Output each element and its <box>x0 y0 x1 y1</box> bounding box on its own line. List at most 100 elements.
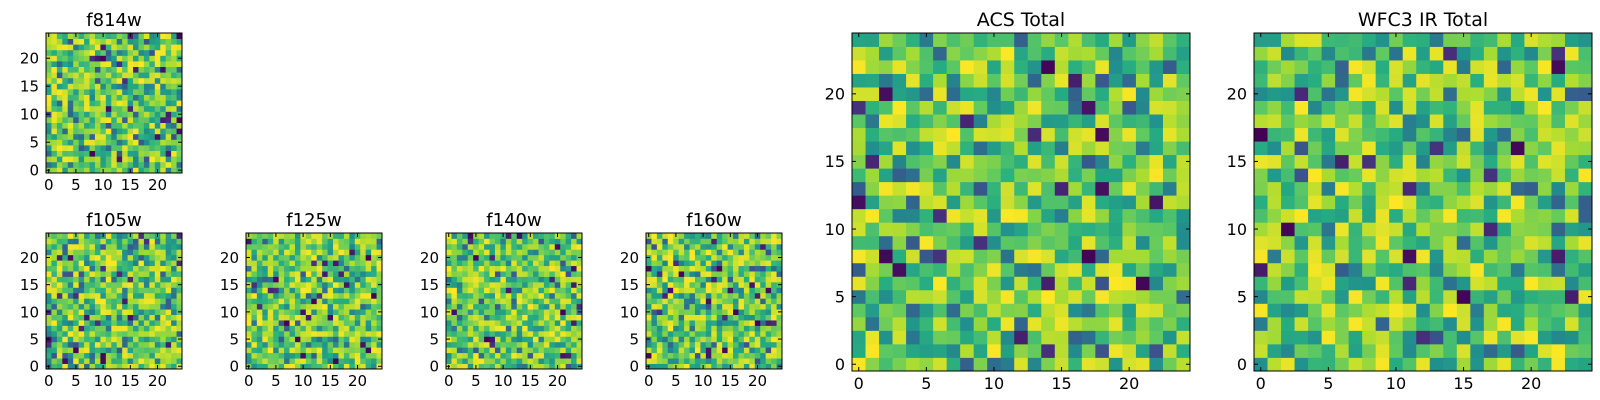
x-tick-label: 0 <box>44 176 54 194</box>
heatmap-cell <box>1108 343 1123 358</box>
heatmap-cell <box>67 347 74 354</box>
heatmap-cell <box>673 287 680 294</box>
heatmap-cell <box>305 243 312 250</box>
heatmap-cell <box>1497 330 1512 345</box>
heatmap-cell <box>300 309 307 315</box>
heatmap-cell <box>105 145 112 151</box>
heatmap-cell <box>516 363 523 370</box>
heatmap-cell <box>662 287 669 294</box>
heatmap-cell <box>73 265 80 272</box>
heatmap-cell <box>684 249 690 256</box>
heatmap-cell <box>933 316 948 331</box>
heatmap-cell <box>500 281 507 288</box>
heatmap-cell <box>78 254 85 261</box>
heatmap-cell <box>1402 249 1417 264</box>
heatmap-cell <box>673 238 680 245</box>
heatmap-cell <box>505 358 512 364</box>
heatmap-cell <box>1294 357 1309 372</box>
heatmap-cell <box>1362 87 1377 101</box>
heatmap-cell <box>1375 60 1390 74</box>
heatmap-cell <box>522 292 528 299</box>
heatmap-cell <box>111 320 118 326</box>
heatmap-cell <box>879 141 893 156</box>
heatmap-cell <box>273 238 280 245</box>
heatmap-cell <box>78 105 85 112</box>
heatmap-cell <box>892 73 907 88</box>
heatmap-cell <box>305 238 312 245</box>
heatmap-cell <box>522 265 528 272</box>
heatmap-cell <box>892 343 907 358</box>
heatmap-cell <box>122 341 128 348</box>
heatmap-cell <box>62 287 69 294</box>
heatmap-cell <box>467 309 474 315</box>
heatmap-cell <box>478 287 485 294</box>
heatmap-cell <box>105 89 112 95</box>
heatmap-cell <box>56 298 63 305</box>
heatmap-cell <box>722 363 728 370</box>
heatmap-cell <box>879 100 893 115</box>
heatmap-cell <box>489 363 496 370</box>
heatmap-cell <box>100 320 107 326</box>
heatmap-cell <box>1564 168 1579 183</box>
heatmap-cell <box>246 341 252 348</box>
heatmap-cell <box>1135 114 1150 129</box>
heatmap-cell <box>89 325 96 332</box>
heatmap-cell <box>543 320 550 326</box>
heatmap-cell <box>122 117 128 123</box>
heatmap-cell <box>278 352 285 359</box>
heatmap-cell <box>733 265 739 272</box>
heatmap-cell <box>852 127 866 142</box>
heatmap-cell <box>143 44 150 51</box>
heatmap-cell <box>89 287 96 294</box>
heatmap-cell <box>111 363 118 370</box>
heatmap-cell <box>711 347 718 354</box>
heatmap-cell <box>527 243 534 250</box>
heatmap-cell <box>484 238 490 245</box>
heatmap-cell <box>451 363 458 370</box>
heatmap-cell <box>1294 249 1309 264</box>
heatmap-cell <box>662 292 669 299</box>
heatmap-cell <box>684 363 690 370</box>
heatmap-cell <box>1537 60 1552 74</box>
panel-title: ACS Total <box>977 9 1065 31</box>
heatmap-cell <box>267 363 274 370</box>
heatmap-cell <box>738 265 745 272</box>
heatmap-cell <box>754 260 761 267</box>
heatmap-cell <box>1041 100 1056 115</box>
heatmap-cell <box>456 314 463 321</box>
heatmap-cell <box>100 341 107 348</box>
heatmap-cell <box>1108 303 1123 318</box>
heatmap-cell <box>311 281 318 288</box>
heatmap-cell <box>133 77 139 84</box>
heatmap-cell <box>165 243 172 250</box>
heatmap-cell <box>760 243 767 250</box>
heatmap-cell <box>743 341 750 348</box>
heatmap-cell <box>852 195 866 210</box>
heatmap-cell <box>543 265 550 272</box>
heatmap-cell <box>73 347 80 354</box>
heatmap-cell <box>278 260 285 267</box>
heatmap-cell <box>105 117 112 123</box>
heatmap-cell <box>94 161 101 168</box>
heatmap-cell <box>919 276 934 291</box>
heatmap-cell <box>133 325 139 332</box>
heatmap-cell <box>56 38 63 45</box>
heatmap-cell <box>111 139 118 146</box>
heatmap-cell <box>273 249 280 256</box>
heatmap-cell <box>933 222 948 237</box>
heatmap-cell <box>892 46 907 61</box>
heatmap-cell <box>1054 141 1069 156</box>
heatmap-cell <box>1362 222 1377 237</box>
heatmap-cell <box>371 287 377 294</box>
heatmap-cell <box>51 145 58 151</box>
heatmap-cell <box>738 341 745 348</box>
heatmap-cell <box>1578 114 1593 129</box>
heatmap-cell <box>743 281 750 288</box>
heatmap-cell <box>1389 60 1404 74</box>
heatmap-cell <box>973 195 988 210</box>
heatmap-cell <box>51 271 58 277</box>
heatmap-cell <box>543 303 550 310</box>
heatmap-cell <box>765 358 772 364</box>
heatmap-cell <box>1122 195 1137 210</box>
heatmap-cell <box>143 145 150 151</box>
